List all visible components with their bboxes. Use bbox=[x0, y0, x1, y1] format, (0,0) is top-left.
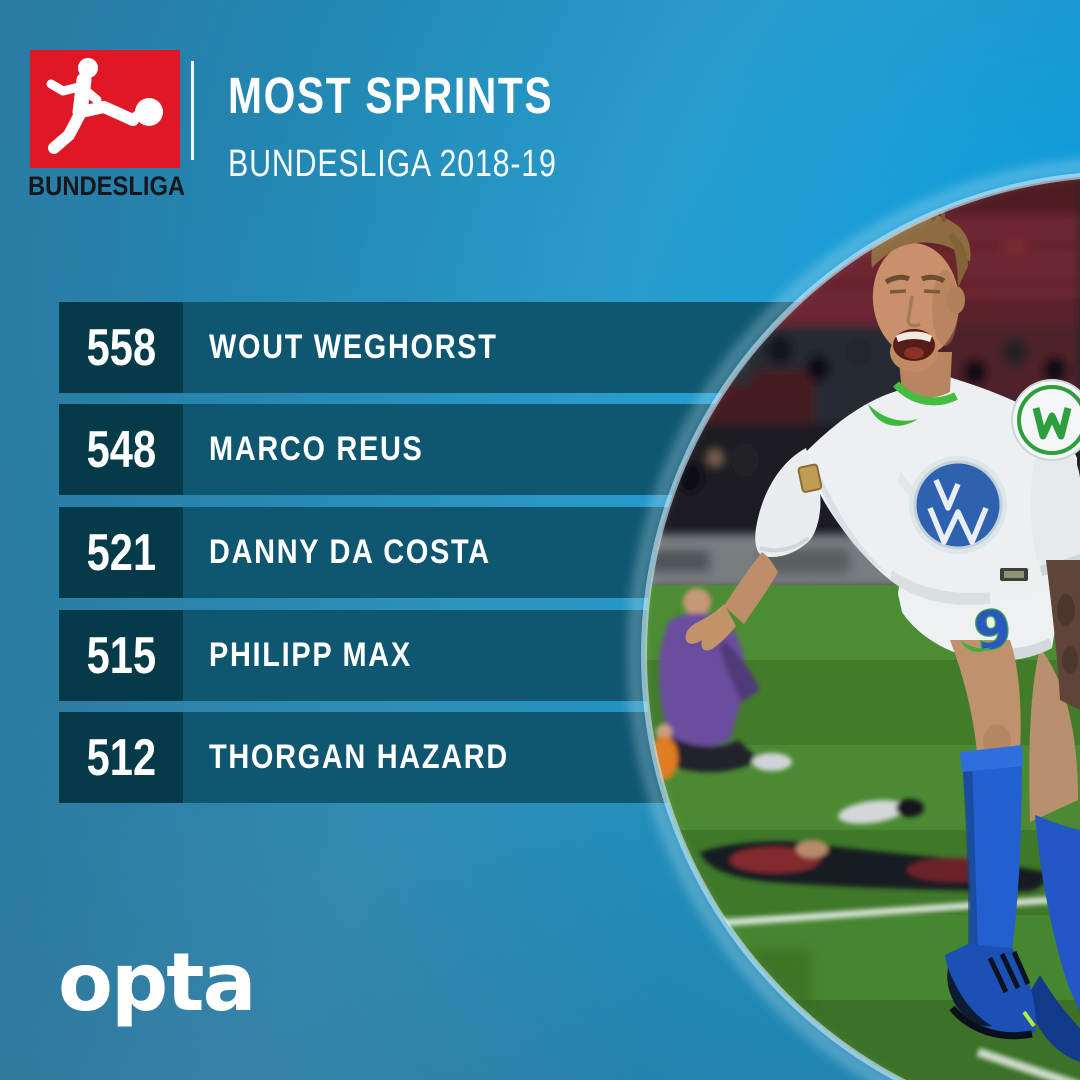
table-row: 558 WOUT WEGHORST bbox=[59, 302, 1000, 393]
table-row: 521 DANNY DA COSTA bbox=[59, 507, 1000, 598]
player-name: WOUT WEGHORST bbox=[183, 302, 1000, 393]
bundesliga-wordmark: BUNDESLIGA bbox=[28, 171, 186, 201]
bundesliga-kicker-silhouette-icon bbox=[30, 50, 180, 168]
football-icon bbox=[135, 98, 163, 126]
player-name: THORGAN HAZARD bbox=[183, 712, 1000, 803]
page-subtitle: BUNDESLIGA 2018-19 bbox=[228, 143, 557, 185]
bundesliga-logo bbox=[30, 50, 180, 168]
player-name: DANNY DA COSTA bbox=[183, 507, 1000, 598]
opta-logo: opta bbox=[58, 936, 256, 1029]
pitch-line bbox=[976, 1047, 1080, 1080]
table-row: 548 MARCO REUS bbox=[59, 404, 1000, 495]
pitch-line bbox=[647, 894, 1080, 932]
sprints-value: 515 bbox=[59, 610, 183, 701]
sprints-value: 558 bbox=[59, 302, 183, 393]
player-name: PHILIPP MAX bbox=[183, 610, 1000, 701]
header-divider bbox=[191, 61, 194, 160]
page-title: MOST SPRINTS bbox=[228, 67, 554, 124]
table-row: 515 PHILIPP MAX bbox=[59, 610, 1000, 701]
player-name: MARCO REUS bbox=[183, 404, 1000, 495]
sprints-value: 512 bbox=[59, 712, 183, 803]
wolfsburg-badge-icon bbox=[1011, 379, 1080, 461]
sprints-value: 548 bbox=[59, 404, 183, 495]
fallen-player bbox=[700, 799, 1046, 892]
sprints-value: 521 bbox=[59, 507, 183, 598]
table-row: 512 THORGAN HAZARD bbox=[59, 712, 1000, 803]
